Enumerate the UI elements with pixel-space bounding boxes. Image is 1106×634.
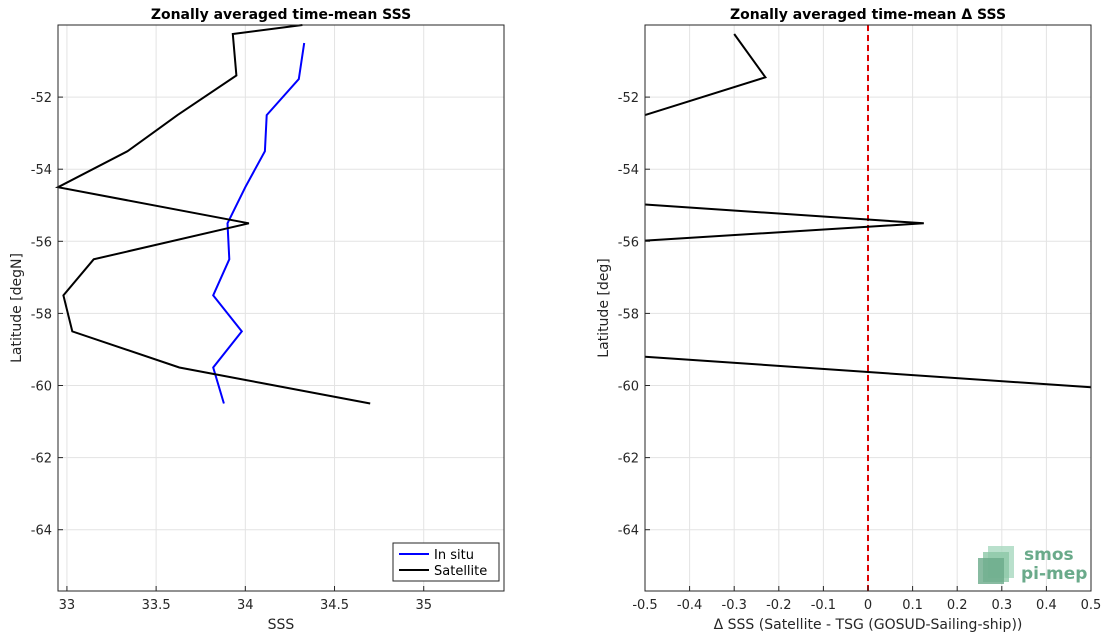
delta-sss-x-tick-label: -0.5	[632, 598, 657, 613]
delta-sss-y-ticks: -52 -54 -56 -58 -60 -62 -64	[618, 91, 650, 539]
delta-sss-y-tick-label: -62	[618, 452, 639, 467]
sss-x-axis-label: SSS	[268, 617, 295, 633]
legend-label-in-situ: In situ	[434, 548, 474, 563]
sss-plot-area	[58, 25, 504, 591]
delta-sss-x-ticks: -0.5 -0.4 -0.3 -0.2 -0.1 0 0.1 0.2 0.3 0.4 0.5	[632, 586, 1101, 613]
delta-sss-panel: -0.5 -0.4 -0.3 -0.2 -0.1 0 0.1 0.2 0.3 0.4 0.5 -52…	[596, 7, 1101, 633]
delta-sss-x-tick-label: 0.2	[947, 598, 968, 613]
legend-box	[392, 542, 500, 582]
delta-sss-chart-title: Zonally averaged time-mean Δ SSS	[730, 7, 1006, 23]
delta-sss-difference-line-segment-1	[644, 33, 768, 117]
smos-pi-mep-logo: smos pi-mep	[978, 545, 1087, 584]
delta-sss-y-tick-label: -60	[618, 380, 639, 395]
sss-y-tick-label: -54	[31, 163, 52, 178]
sss-y-tick-label: -60	[31, 380, 52, 395]
delta-sss-y-tick-label: -56	[618, 235, 639, 250]
delta-sss-x-tick-label: 0.5	[1081, 598, 1102, 613]
sss-x-tick-label: 34	[237, 598, 254, 613]
delta-sss-series-group	[644, 25, 1092, 591]
delta-sss-x-tick-label: -0.2	[766, 598, 791, 613]
sss-satellite-line	[54, 24, 371, 405]
sss-y-ticks: -52 -54 -56 -58 -60 -62 -64	[31, 91, 63, 539]
delta-sss-difference-line-segment-3	[644, 355, 1092, 389]
delta-sss-x-tick-label: -0.3	[722, 598, 747, 613]
delta-sss-x-axis-label: Δ SSS (Satellite - TSG (GOSUD-Sailing-sh…	[714, 617, 1023, 633]
logo-text-pi-mep: pi-mep	[1021, 564, 1087, 584]
sss-y-tick-label: -62	[31, 452, 52, 467]
delta-sss-difference-line-segment-2	[644, 203, 924, 242]
sss-x-ticks: 33 33.5 34 34.5 35	[59, 586, 432, 613]
sss-y-tick-label: -64	[31, 524, 52, 539]
delta-sss-y-tick-label: -64	[618, 524, 639, 539]
sss-panel: 33 33.5 34 34.5 35 -52 -54 -56 -58 -60 -62 -64 Zon…	[9, 7, 505, 633]
sss-y-axis-label: Latitude [degN]	[9, 253, 25, 363]
sss-x-tick-label: 33	[59, 598, 76, 613]
delta-sss-y-tick-label: -58	[618, 307, 639, 322]
legend-label-satellite: Satellite	[434, 564, 487, 579]
logo-text-smos: smos	[1024, 545, 1074, 565]
sss-in-situ-line	[212, 42, 306, 404]
sss-y-tick-label: -58	[31, 307, 52, 322]
delta-sss-y-axis-label: Latitude [deg]	[596, 258, 612, 357]
sss-chart-title: Zonally averaged time-mean SSS	[151, 7, 411, 23]
delta-sss-y-tick-label: -52	[618, 91, 639, 106]
delta-sss-x-tick-label: 0.1	[902, 598, 923, 613]
delta-sss-x-tick-label: 0.3	[991, 598, 1012, 613]
delta-sss-x-tick-label: 0	[864, 598, 872, 613]
sss-gridlines	[58, 25, 504, 591]
sss-x-tick-label: 33.5	[142, 598, 171, 613]
sss-x-tick-label: 35	[415, 598, 432, 613]
sss-y-tick-label: -52	[31, 91, 52, 106]
delta-sss-x-tick-label: -0.1	[811, 598, 836, 613]
delta-sss-y-tick-label: -54	[618, 163, 639, 178]
logo-layer-front	[978, 558, 1004, 584]
sss-series-group	[54, 24, 371, 405]
sss-axes-frame	[57, 24, 505, 592]
delta-sss-x-tick-label: -0.4	[677, 598, 702, 613]
sss-y-tick-label: -56	[31, 235, 52, 250]
sss-x-tick-label: 34.5	[320, 598, 349, 613]
delta-sss-x-tick-label: 0.4	[1036, 598, 1057, 613]
